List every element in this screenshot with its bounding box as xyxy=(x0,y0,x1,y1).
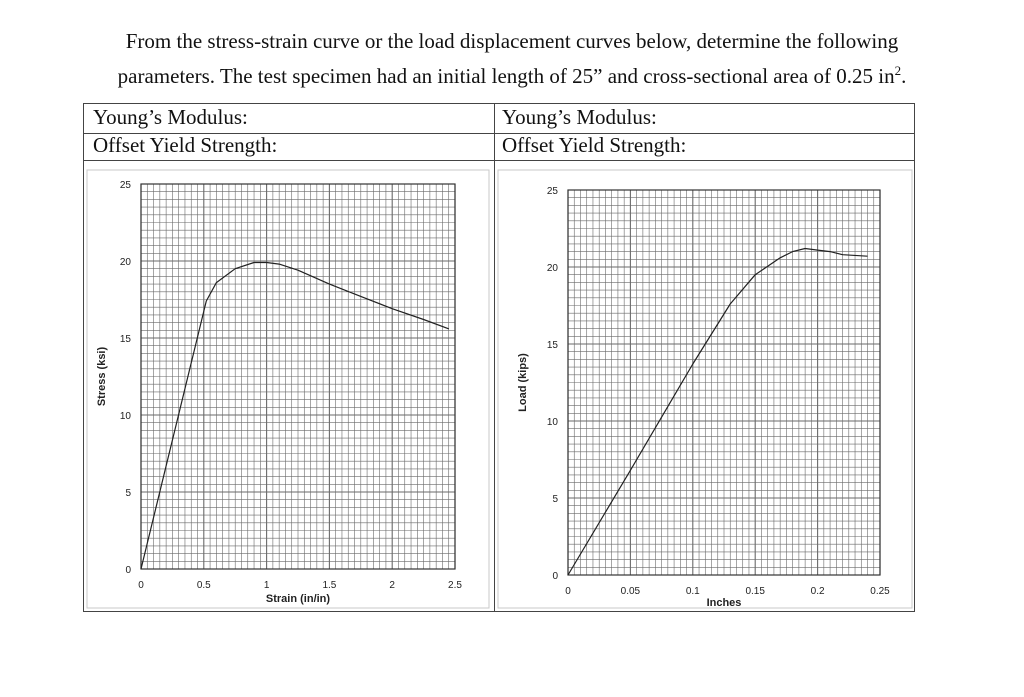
problem-line-2-text: parameters. The test specimen had an ini… xyxy=(117,64,895,88)
load-displacement-chart: 0 0.05 0.1 0.15 0.2 0.25 0 5 10 15 20 25 Inches Load … xyxy=(497,169,913,609)
y-tick-label: 0 xyxy=(552,571,558,582)
area-unit-exponent: 2 xyxy=(894,63,902,78)
y-tick-label: 5 xyxy=(552,494,558,505)
y-tick-label: 20 xyxy=(120,257,132,268)
problem-statement: From the stress-strain curve or the load… xyxy=(60,26,964,91)
chart-area-border xyxy=(86,169,490,609)
x-tick-label: 1 xyxy=(264,580,270,591)
problem-line-2-end: . xyxy=(901,64,907,88)
row-divider-2 xyxy=(84,160,914,161)
x-tick-label: 0.15 xyxy=(745,586,765,597)
problem-line-1: From the stress-strain curve or the load… xyxy=(125,29,899,53)
y-tick-label: 5 xyxy=(125,488,131,499)
y-tick-label: 10 xyxy=(547,417,559,428)
plot-grid xyxy=(567,189,881,576)
left-youngs-modulus-label: Young’s Modulus: xyxy=(93,105,248,129)
y-tick-label: 10 xyxy=(120,411,132,422)
y-tick-label: 0 xyxy=(125,565,131,576)
problem-line-2: parameters. The test specimen had an ini… xyxy=(60,56,964,91)
plot-frame xyxy=(140,183,456,570)
x-tick-label: 0.5 xyxy=(197,580,211,591)
y-tick-label: 15 xyxy=(547,340,559,351)
y-axis-title: Stress (ksi) xyxy=(96,347,108,407)
x-tick-label: 0.2 xyxy=(811,586,825,597)
x-tick-label: 0.25 xyxy=(870,586,890,597)
x-tick-label: 2.5 xyxy=(448,580,462,591)
answer-sheet: Young’s Modulus: Offset Yield Strength: … xyxy=(83,103,915,612)
x-tick-label: 0 xyxy=(565,586,571,597)
x-tick-label: 0 xyxy=(138,580,144,591)
y-tick-label: 20 xyxy=(547,263,559,274)
x-axis-title: Inches xyxy=(707,597,742,609)
chart-area-border xyxy=(497,169,913,609)
data-curve xyxy=(140,261,449,570)
left-offset-yield-label: Offset Yield Strength: xyxy=(93,133,278,157)
plot-frame xyxy=(567,189,881,576)
right-offset-yield-label: Offset Yield Strength: xyxy=(502,133,687,157)
y-tick-label: 25 xyxy=(120,180,132,191)
y-axis-title: Load (kips) xyxy=(517,353,529,412)
row-divider-1 xyxy=(84,133,914,134)
column-divider xyxy=(494,104,495,611)
right-youngs-modulus-label: Young’s Modulus: xyxy=(502,105,657,129)
x-tick-label: 0.05 xyxy=(621,586,641,597)
x-tick-label: 1.5 xyxy=(322,580,336,591)
data-curve xyxy=(567,247,868,576)
stress-strain-chart: 0 0.5 1 1.5 2 2.5 0 5 10 15 20 25 Strain (in/in) Stre… xyxy=(86,169,490,609)
x-tick-label: 2 xyxy=(389,580,395,591)
x-tick-label: 0.1 xyxy=(686,586,700,597)
y-tick-label: 25 xyxy=(547,186,559,197)
x-axis-title: Strain (in/in) xyxy=(266,593,331,605)
y-tick-label: 15 xyxy=(120,334,132,345)
